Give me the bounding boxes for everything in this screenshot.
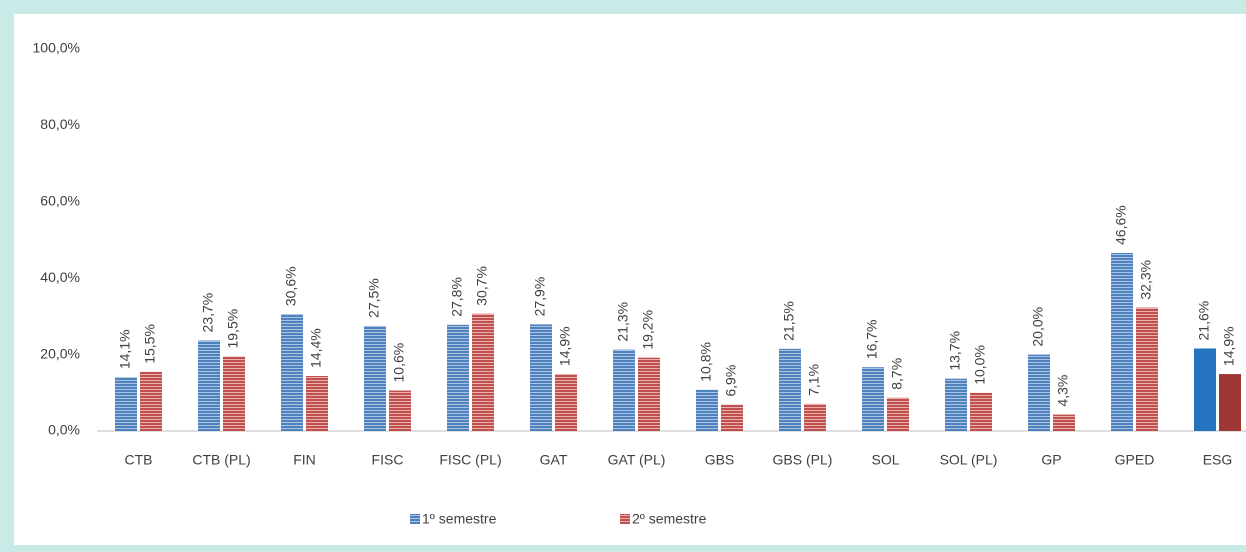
bar (198, 340, 220, 431)
bar (364, 325, 386, 431)
x-tick-label: GPED (1115, 452, 1155, 468)
value-label: 30,7% (474, 266, 490, 306)
bar (555, 374, 577, 431)
value-label: 15,5% (142, 324, 158, 364)
bar (1053, 414, 1075, 431)
value-label: 10,0% (972, 345, 988, 385)
value-label: 14,9% (557, 326, 573, 366)
bar (696, 389, 718, 431)
y-tick-label: 20,0% (40, 345, 80, 361)
x-tick-label: SOL (PL) (940, 452, 998, 468)
value-label: 19,5% (225, 309, 241, 349)
bar (804, 403, 826, 431)
bar (530, 324, 552, 431)
value-label: 7,1% (806, 364, 822, 396)
bar (613, 349, 635, 431)
bar (447, 324, 469, 431)
value-label: 21,5% (781, 301, 797, 341)
x-tick-label: ESG (1203, 452, 1233, 468)
value-label: 10,8% (698, 342, 714, 382)
value-label: 32,3% (1138, 260, 1154, 300)
bar (281, 314, 303, 431)
value-label: 21,6% (1196, 301, 1212, 341)
x-tick-label: CTB (PL) (192, 452, 250, 468)
bar (115, 377, 137, 431)
bar (1111, 252, 1133, 431)
value-label: 19,2% (640, 310, 656, 350)
bar (306, 375, 328, 431)
y-tick-label: 40,0% (40, 269, 80, 285)
bar (140, 371, 162, 431)
value-label: 27,5% (366, 278, 382, 318)
legend-swatch (410, 514, 420, 524)
bar (970, 392, 992, 431)
bar (389, 390, 411, 431)
x-tick-label: GAT (540, 452, 568, 468)
value-label: 23,7% (200, 293, 216, 333)
legend-label: 2º semestre (632, 511, 707, 527)
x-tick-label: GBS (705, 452, 735, 468)
x-tick-label: GBS (PL) (773, 452, 833, 468)
bar (1219, 374, 1241, 431)
legend-swatch (620, 514, 630, 524)
bar (887, 397, 909, 431)
bar (721, 404, 743, 431)
bar (945, 378, 967, 431)
value-label: 21,3% (615, 302, 631, 342)
x-tick-label: FISC (PL) (439, 452, 501, 468)
y-tick-label: 60,0% (40, 193, 80, 209)
value-label: 10,6% (391, 343, 407, 383)
bar (779, 348, 801, 431)
value-label: 14,4% (308, 328, 324, 368)
bar (472, 313, 494, 431)
value-label: 20,0% (1030, 307, 1046, 347)
x-tick-label: CTB (125, 452, 153, 468)
plot-background (14, 14, 1246, 545)
y-tick-label: 0,0% (48, 422, 80, 438)
bar (1136, 307, 1158, 431)
x-tick-label: SOL (871, 452, 899, 468)
value-label: 46,6% (1113, 205, 1129, 245)
y-tick-label: 80,0% (40, 116, 80, 132)
bar (1194, 348, 1216, 431)
x-tick-label: GAT (PL) (608, 452, 666, 468)
value-label: 14,9% (1221, 326, 1237, 366)
bar (638, 357, 660, 431)
legend-label: 1º semestre (422, 511, 497, 527)
value-label: 4,3% (1055, 375, 1071, 407)
bar (223, 356, 245, 431)
y-tick-label: 100,0% (33, 40, 80, 56)
value-label: 14,1% (117, 329, 133, 369)
value-label: 6,9% (723, 365, 739, 397)
x-tick-label: FIN (293, 452, 316, 468)
bar (1028, 354, 1050, 431)
x-tick-label: FISC (372, 452, 404, 468)
value-label: 27,9% (532, 277, 548, 317)
value-label: 27,8% (449, 277, 465, 317)
value-label: 16,7% (864, 320, 880, 360)
bar (862, 367, 884, 431)
value-label: 13,7% (947, 331, 963, 371)
value-label: 8,7% (889, 358, 905, 390)
value-label: 30,6% (283, 266, 299, 306)
x-tick-label: GP (1041, 452, 1061, 468)
